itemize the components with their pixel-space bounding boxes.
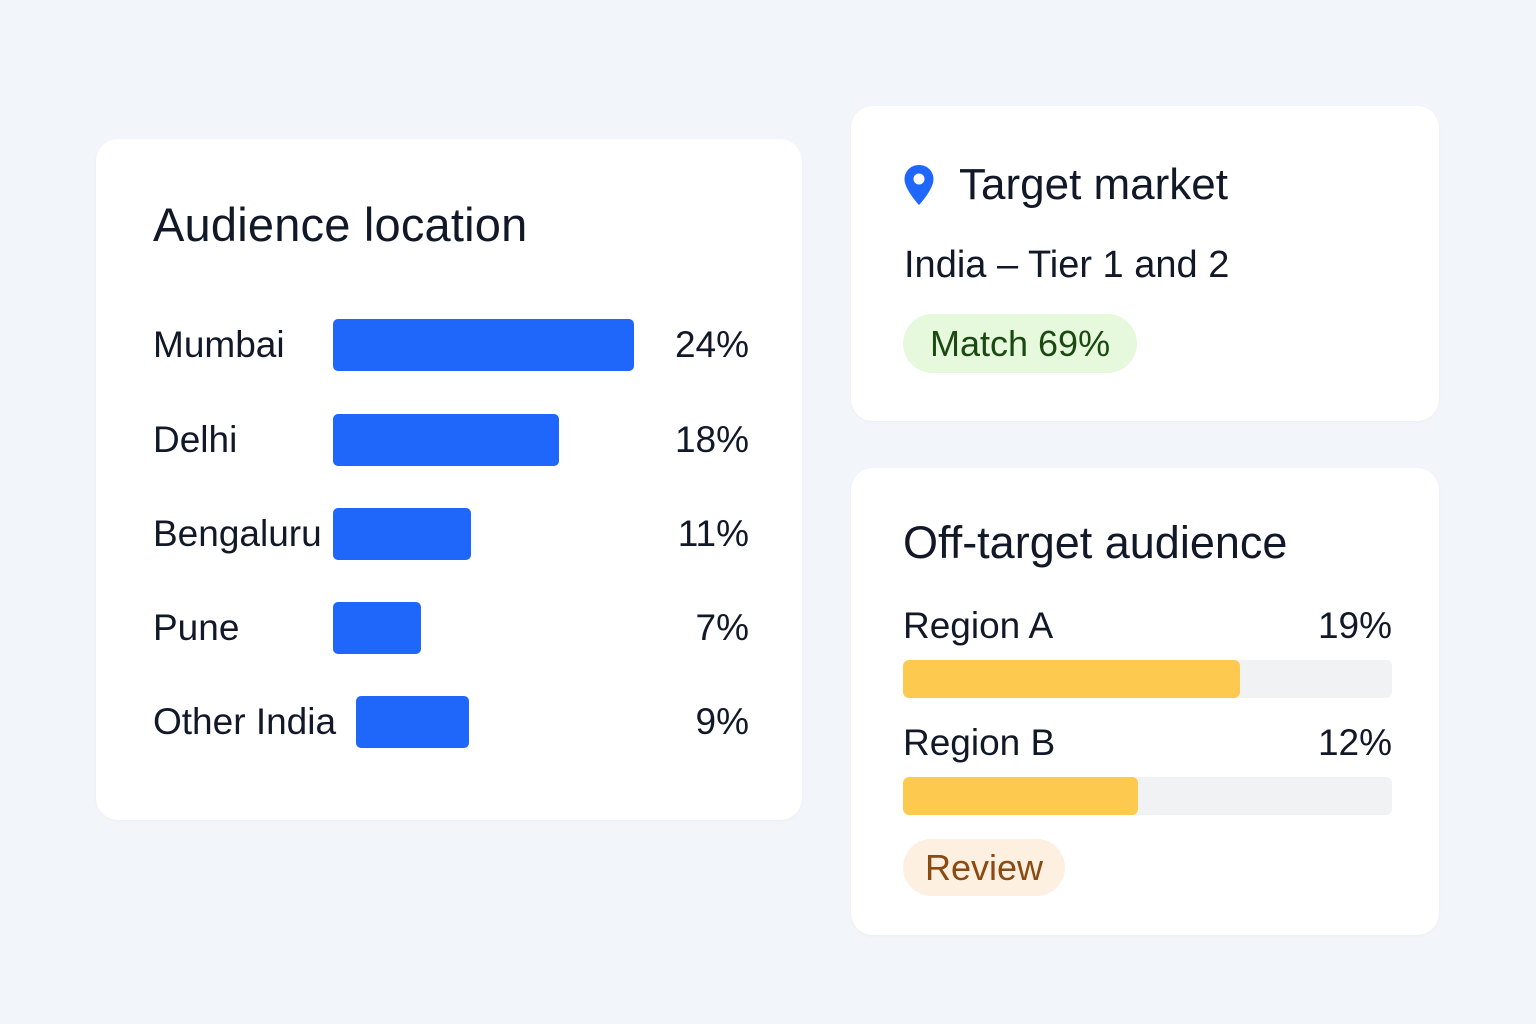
location-row-mumbai: Mumbai 24% [96,319,802,371]
audience-location-card: Audience location Mumbai 24% Delhi 18% B… [96,139,802,820]
target-market-description: India – Tier 1 and 2 [904,244,1230,286]
location-value: 11% [677,513,749,554]
location-value: 24% [674,324,749,365]
location-row-bengaluru: Bengaluru 11% [96,508,802,560]
region-progress-fill [903,660,1241,698]
region-progress-track [903,777,1392,815]
location-value: 18% [674,419,749,460]
off-target-audience-card: Off-target audience Region A 19% Region … [851,468,1439,935]
location-bar [333,319,634,371]
audience-location-title: Audience location [153,198,528,251]
location-bar [333,508,471,560]
location-pin-icon [904,165,934,205]
target-market-title: Target market [959,160,1228,209]
region-progress-track [903,660,1392,698]
region-progress-fill [903,777,1138,815]
location-label: Delhi [153,419,238,460]
region-label: Region A [903,605,1054,646]
match-badge: Match 69% [903,314,1138,373]
location-value: 7% [695,607,749,648]
review-badge[interactable]: Review [903,839,1066,896]
location-value: 9% [695,701,749,742]
region-label: Region B [903,722,1056,763]
location-label: Pune [153,607,240,648]
region-value: 12% [1317,722,1392,763]
target-market-card: Target market India – Tier 1 and 2 Match… [851,106,1439,421]
location-label: Other India [153,701,337,742]
location-bar [333,414,559,466]
location-label: Mumbai [153,324,285,365]
location-bar [356,696,469,748]
location-label: Bengaluru [153,513,322,554]
off-target-title: Off-target audience [903,517,1288,568]
location-row-other-india: Other India 9% [96,696,802,748]
location-row-delhi: Delhi 18% [96,414,802,466]
region-value: 19% [1317,605,1392,646]
location-bar [333,602,421,654]
location-row-pune: Pune 7% [96,602,802,654]
